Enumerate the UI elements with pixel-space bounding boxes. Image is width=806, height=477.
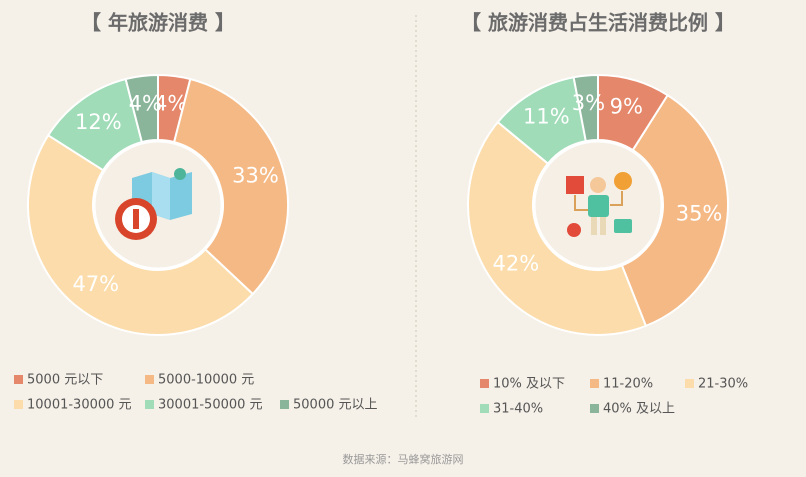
data-label: 33% [232, 164, 279, 188]
data-label: 4% [129, 91, 162, 115]
legend-swatch [590, 404, 599, 413]
legend-label: 10001-30000 元 [27, 398, 132, 413]
legend-label: 31-40% [493, 402, 543, 417]
legend-swatch [590, 379, 599, 388]
legend-swatch [14, 375, 23, 384]
legend-swatch [480, 379, 489, 388]
legend-label: 5000-10000 元 [158, 373, 254, 388]
people-icon [566, 172, 632, 237]
legend-label: 30001-50000 元 [158, 398, 263, 413]
data-label: 11% [523, 105, 570, 129]
legend-label: 21-30% [698, 377, 748, 392]
legend-swatch [480, 404, 489, 413]
chart-title: 【 年旅游消费 】 [81, 11, 235, 35]
legend-swatch [145, 375, 154, 384]
legend-swatch [685, 379, 694, 388]
data-label: 9% [610, 95, 643, 119]
legend-label: 11-20% [603, 377, 653, 392]
legend-swatch [280, 400, 289, 409]
source: 数据来源：马蜂窝旅游网 [343, 452, 464, 466]
data-label: 47% [72, 272, 119, 296]
legend-swatch [14, 400, 23, 409]
legend-label: 5000 元以下 [27, 373, 103, 388]
legend-swatch [145, 400, 154, 409]
data-label: 3% [572, 91, 605, 115]
data-label: 42% [493, 252, 540, 276]
map-icon [115, 168, 192, 240]
legend-label: 50000 元以上 [293, 398, 378, 413]
data-label: 35% [676, 202, 723, 226]
data-label: 12% [75, 110, 122, 134]
chart-title: 【 旅游消费占生活消费比例 】 [461, 11, 735, 35]
legend-label: 40% 及以上 [603, 402, 675, 417]
legend-label: 10% 及以下 [493, 377, 565, 392]
